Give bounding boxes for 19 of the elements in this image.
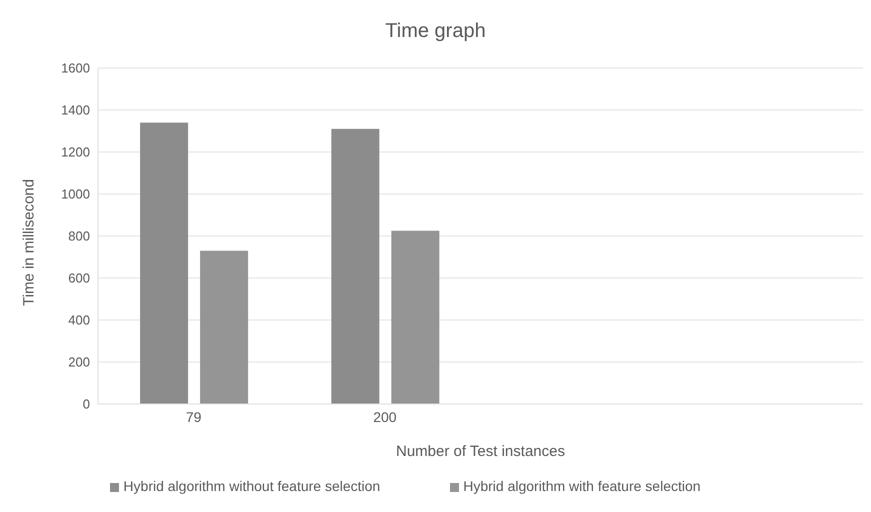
x-axis-title: Number of Test instances: [396, 443, 565, 460]
y-tick-label: 200: [68, 354, 90, 370]
legend-label: Hybrid algorithm with feature selection: [463, 478, 701, 494]
bar: [200, 250, 248, 404]
bar: [140, 122, 188, 404]
bar: [331, 128, 380, 404]
y-tick-label: 1400: [61, 102, 90, 118]
x-tick-label: 79: [186, 408, 202, 425]
y-tick-label: 1200: [61, 144, 90, 160]
y-tick-label: 1000: [61, 186, 90, 202]
y-tick-label: 400: [68, 312, 90, 328]
y-tick-label: 800: [68, 228, 90, 244]
bar: [391, 230, 440, 404]
chart-title: Time graph: [384, 19, 487, 44]
y-tick-label: 0: [82, 396, 90, 412]
y-axis-title: Time in millisecond: [20, 179, 38, 306]
y-tick-label: 1600: [61, 60, 90, 76]
y-tick-label: 600: [68, 270, 90, 286]
legend-label: Hybrid algorithm without feature selection: [123, 478, 380, 494]
